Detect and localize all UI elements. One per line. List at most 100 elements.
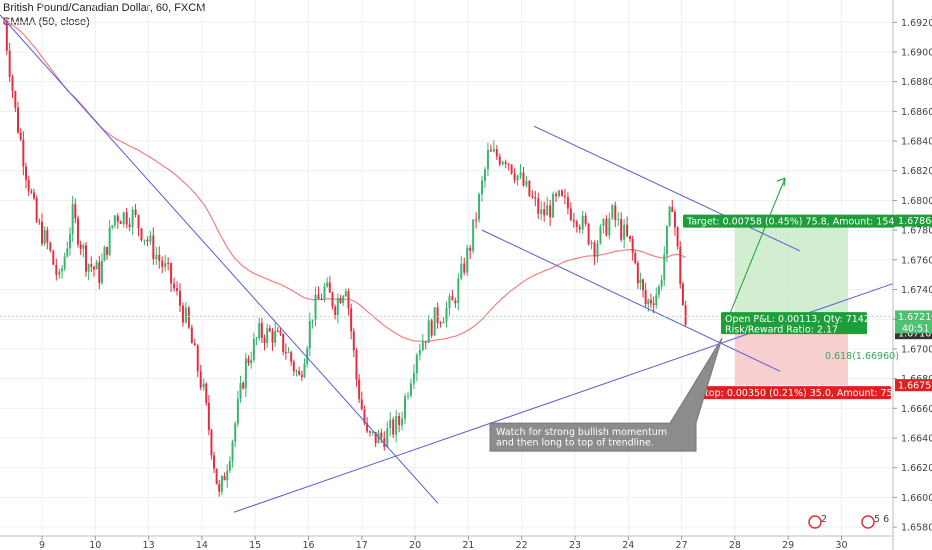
stop-label-text: Stop: 0.00350 (0.21%) 35.0, Amount: 750 xyxy=(699,388,899,399)
candle-body xyxy=(513,173,516,181)
x-tick-label: 16 xyxy=(302,540,314,550)
candle-body xyxy=(220,476,223,492)
candle-body xyxy=(673,211,676,228)
x-tick-label: 27 xyxy=(676,540,688,550)
y-tick-label: 1.68400 xyxy=(901,137,932,148)
candle-body xyxy=(358,379,361,400)
x-tick-label: 28 xyxy=(729,540,741,550)
candle-body xyxy=(681,283,684,306)
time-axis: 9 10 13 14 15 16 17 20 21 22 23 24 27 28 29 30 xyxy=(0,535,893,550)
candle-body xyxy=(587,223,590,245)
candle-body xyxy=(558,190,561,197)
candle-body xyxy=(684,305,687,325)
candle-body xyxy=(155,254,158,259)
candle-body xyxy=(76,218,79,245)
candle-body xyxy=(668,206,671,226)
channel-lower[interactable] xyxy=(481,229,781,372)
candle-body xyxy=(501,162,504,165)
candle-body xyxy=(239,382,242,400)
chart-title: British Pound/Canadian Dollar, 60, FXCM xyxy=(3,2,206,14)
candle-body xyxy=(569,208,572,220)
candle-body xyxy=(252,339,255,360)
candle-body xyxy=(128,224,131,227)
candle-body xyxy=(22,139,25,167)
candle-body xyxy=(492,149,495,152)
y-tick-label: 1.67600 xyxy=(901,255,932,266)
candle-body xyxy=(170,263,173,284)
candle-body xyxy=(475,219,478,221)
x-tick-label: 30 xyxy=(835,540,847,550)
candle-body xyxy=(306,348,309,364)
trendline-downtrend[interactable] xyxy=(0,14,439,504)
candle-body xyxy=(531,195,534,198)
candle-body xyxy=(614,205,617,221)
candle-body xyxy=(534,197,537,199)
candle-body xyxy=(663,254,666,280)
candle-body xyxy=(215,468,218,485)
candle-body xyxy=(578,227,581,230)
candle-body xyxy=(418,350,421,355)
candle-body xyxy=(178,290,181,306)
candle-body xyxy=(634,252,637,264)
candle-body xyxy=(134,209,137,216)
candle-body xyxy=(352,331,355,351)
candle-body xyxy=(660,279,663,287)
candle-body xyxy=(106,247,109,255)
candle-body xyxy=(415,354,418,374)
axis-price-tag-text: 1.67106 xyxy=(898,329,932,340)
candle-body xyxy=(258,323,261,338)
candle-body xyxy=(287,352,290,354)
candle-body xyxy=(472,219,475,251)
candle-body xyxy=(581,215,584,230)
x-tick-label: 29 xyxy=(782,540,794,550)
candle-body xyxy=(271,331,274,343)
candle-body xyxy=(368,431,371,433)
candle-body xyxy=(95,262,98,270)
candle-body xyxy=(507,163,510,165)
candle-body xyxy=(63,256,66,269)
candle-body xyxy=(560,190,563,196)
candle-body xyxy=(308,321,311,349)
candle-body xyxy=(87,264,90,272)
channel-upper[interactable] xyxy=(533,125,801,252)
candle-body xyxy=(611,205,614,219)
candle-body xyxy=(279,331,282,334)
candle-body xyxy=(436,307,439,324)
y-tick-label: 1.67000 xyxy=(901,344,932,355)
candle-body xyxy=(41,221,43,244)
open-pnl-label[interactable]: Open P&L: 0.00113, Qty: 71428 Risk/Rewar… xyxy=(721,312,876,336)
candle-body xyxy=(68,234,71,249)
candle-body xyxy=(295,371,298,373)
candle-body xyxy=(655,294,658,305)
candle-body xyxy=(639,279,642,284)
candle-body xyxy=(642,279,645,290)
candle-body xyxy=(35,198,38,222)
candle-body xyxy=(92,266,95,270)
axis-price-tag-text: 1.67219 xyxy=(898,312,932,323)
y-tick-label: 1.66200 xyxy=(901,463,932,474)
candle-body xyxy=(466,247,469,273)
candle-body xyxy=(516,175,519,181)
candle-body xyxy=(260,323,263,338)
grid xyxy=(0,0,893,536)
candle-body xyxy=(596,243,599,257)
candle-body xyxy=(11,76,14,92)
candle-body xyxy=(25,166,28,180)
candle-body xyxy=(590,242,593,245)
candle-body xyxy=(671,206,674,212)
candle-body xyxy=(445,307,448,322)
candle-body xyxy=(605,218,608,236)
candle-body xyxy=(38,221,41,223)
candle-body xyxy=(210,430,213,456)
candle-body xyxy=(469,247,472,251)
smma-line xyxy=(3,21,686,342)
target-label[interactable]: Target: 0.00758 (0.45%) 75.8, Amount: 15… xyxy=(683,214,910,228)
candle-body xyxy=(602,218,605,227)
countdown-text: 40:51 xyxy=(902,323,929,334)
candle-body xyxy=(113,215,116,226)
candle-body xyxy=(298,371,301,375)
candle-body xyxy=(457,278,460,304)
stop-label[interactable]: Stop: 0.00350 (0.21%) 35.0, Amount: 750 xyxy=(695,386,899,400)
